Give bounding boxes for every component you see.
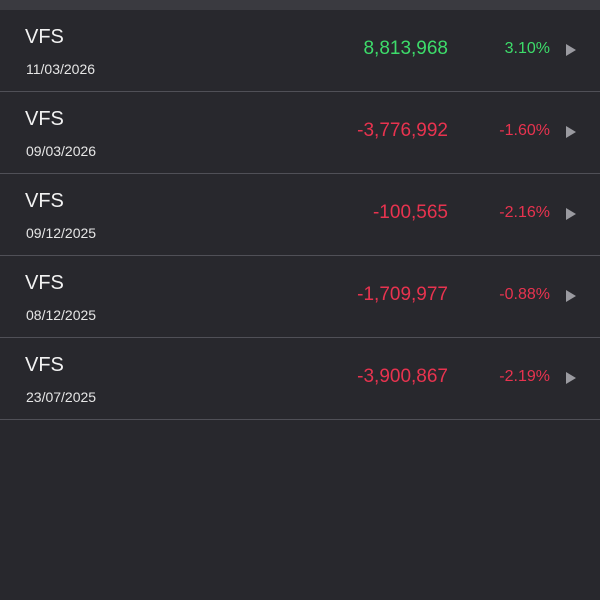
play-arrow-icon[interactable]: [566, 44, 576, 56]
transaction-row[interactable]: VFS 09/03/2026 -3,776,992 -1.60%: [0, 92, 600, 174]
profit-percent: -2.16%: [499, 204, 550, 221]
stock-symbol: VFS: [25, 190, 64, 212]
transaction-row[interactable]: VFS 23/07/2025 -3,900,867 -2.19%: [0, 338, 600, 420]
profit-percent: 3.10%: [504, 40, 550, 57]
profit-percent: -1.60%: [499, 122, 550, 139]
transaction-date: 11/03/2026: [26, 61, 96, 77]
transaction-list: VFS 11/03/2026 8,813,968 3.10% VFS 09/03…: [0, 10, 600, 420]
transaction-date: 09/03/2026: [26, 143, 97, 159]
profit-amount: -100,565: [372, 202, 448, 223]
transaction-row[interactable]: VFS 08/12/2025 -1,709,977 -0.88%: [0, 256, 600, 338]
top-bar: [0, 0, 600, 10]
stock-symbol: VFS: [25, 108, 64, 130]
profit-amount: 8,813,968: [363, 38, 448, 59]
play-arrow-icon[interactable]: [566, 126, 576, 138]
transaction-row[interactable]: VFS 09/12/2025 -100,565 -2.16%: [0, 174, 600, 256]
profit-amount: -3,900,867: [357, 366, 448, 387]
profit-amount: -1,709,977: [357, 284, 448, 305]
play-arrow-icon[interactable]: [566, 290, 576, 302]
play-arrow-icon[interactable]: [566, 208, 576, 220]
stock-symbol: VFS: [25, 354, 64, 376]
transaction-date: 23/07/2025: [26, 389, 97, 405]
stock-symbol: VFS: [25, 272, 64, 294]
transaction-date: 09/12/2025: [26, 225, 97, 241]
play-arrow-icon[interactable]: [566, 372, 576, 384]
profit-percent: -0.88%: [499, 286, 550, 303]
profit-percent: -2.19%: [499, 368, 550, 385]
stock-symbol: VFS: [25, 26, 64, 48]
transaction-row[interactable]: VFS 11/03/2026 8,813,968 3.10%: [0, 10, 600, 92]
profit-amount: -3,776,992: [357, 120, 448, 141]
transaction-date: 08/12/2025: [26, 307, 97, 323]
